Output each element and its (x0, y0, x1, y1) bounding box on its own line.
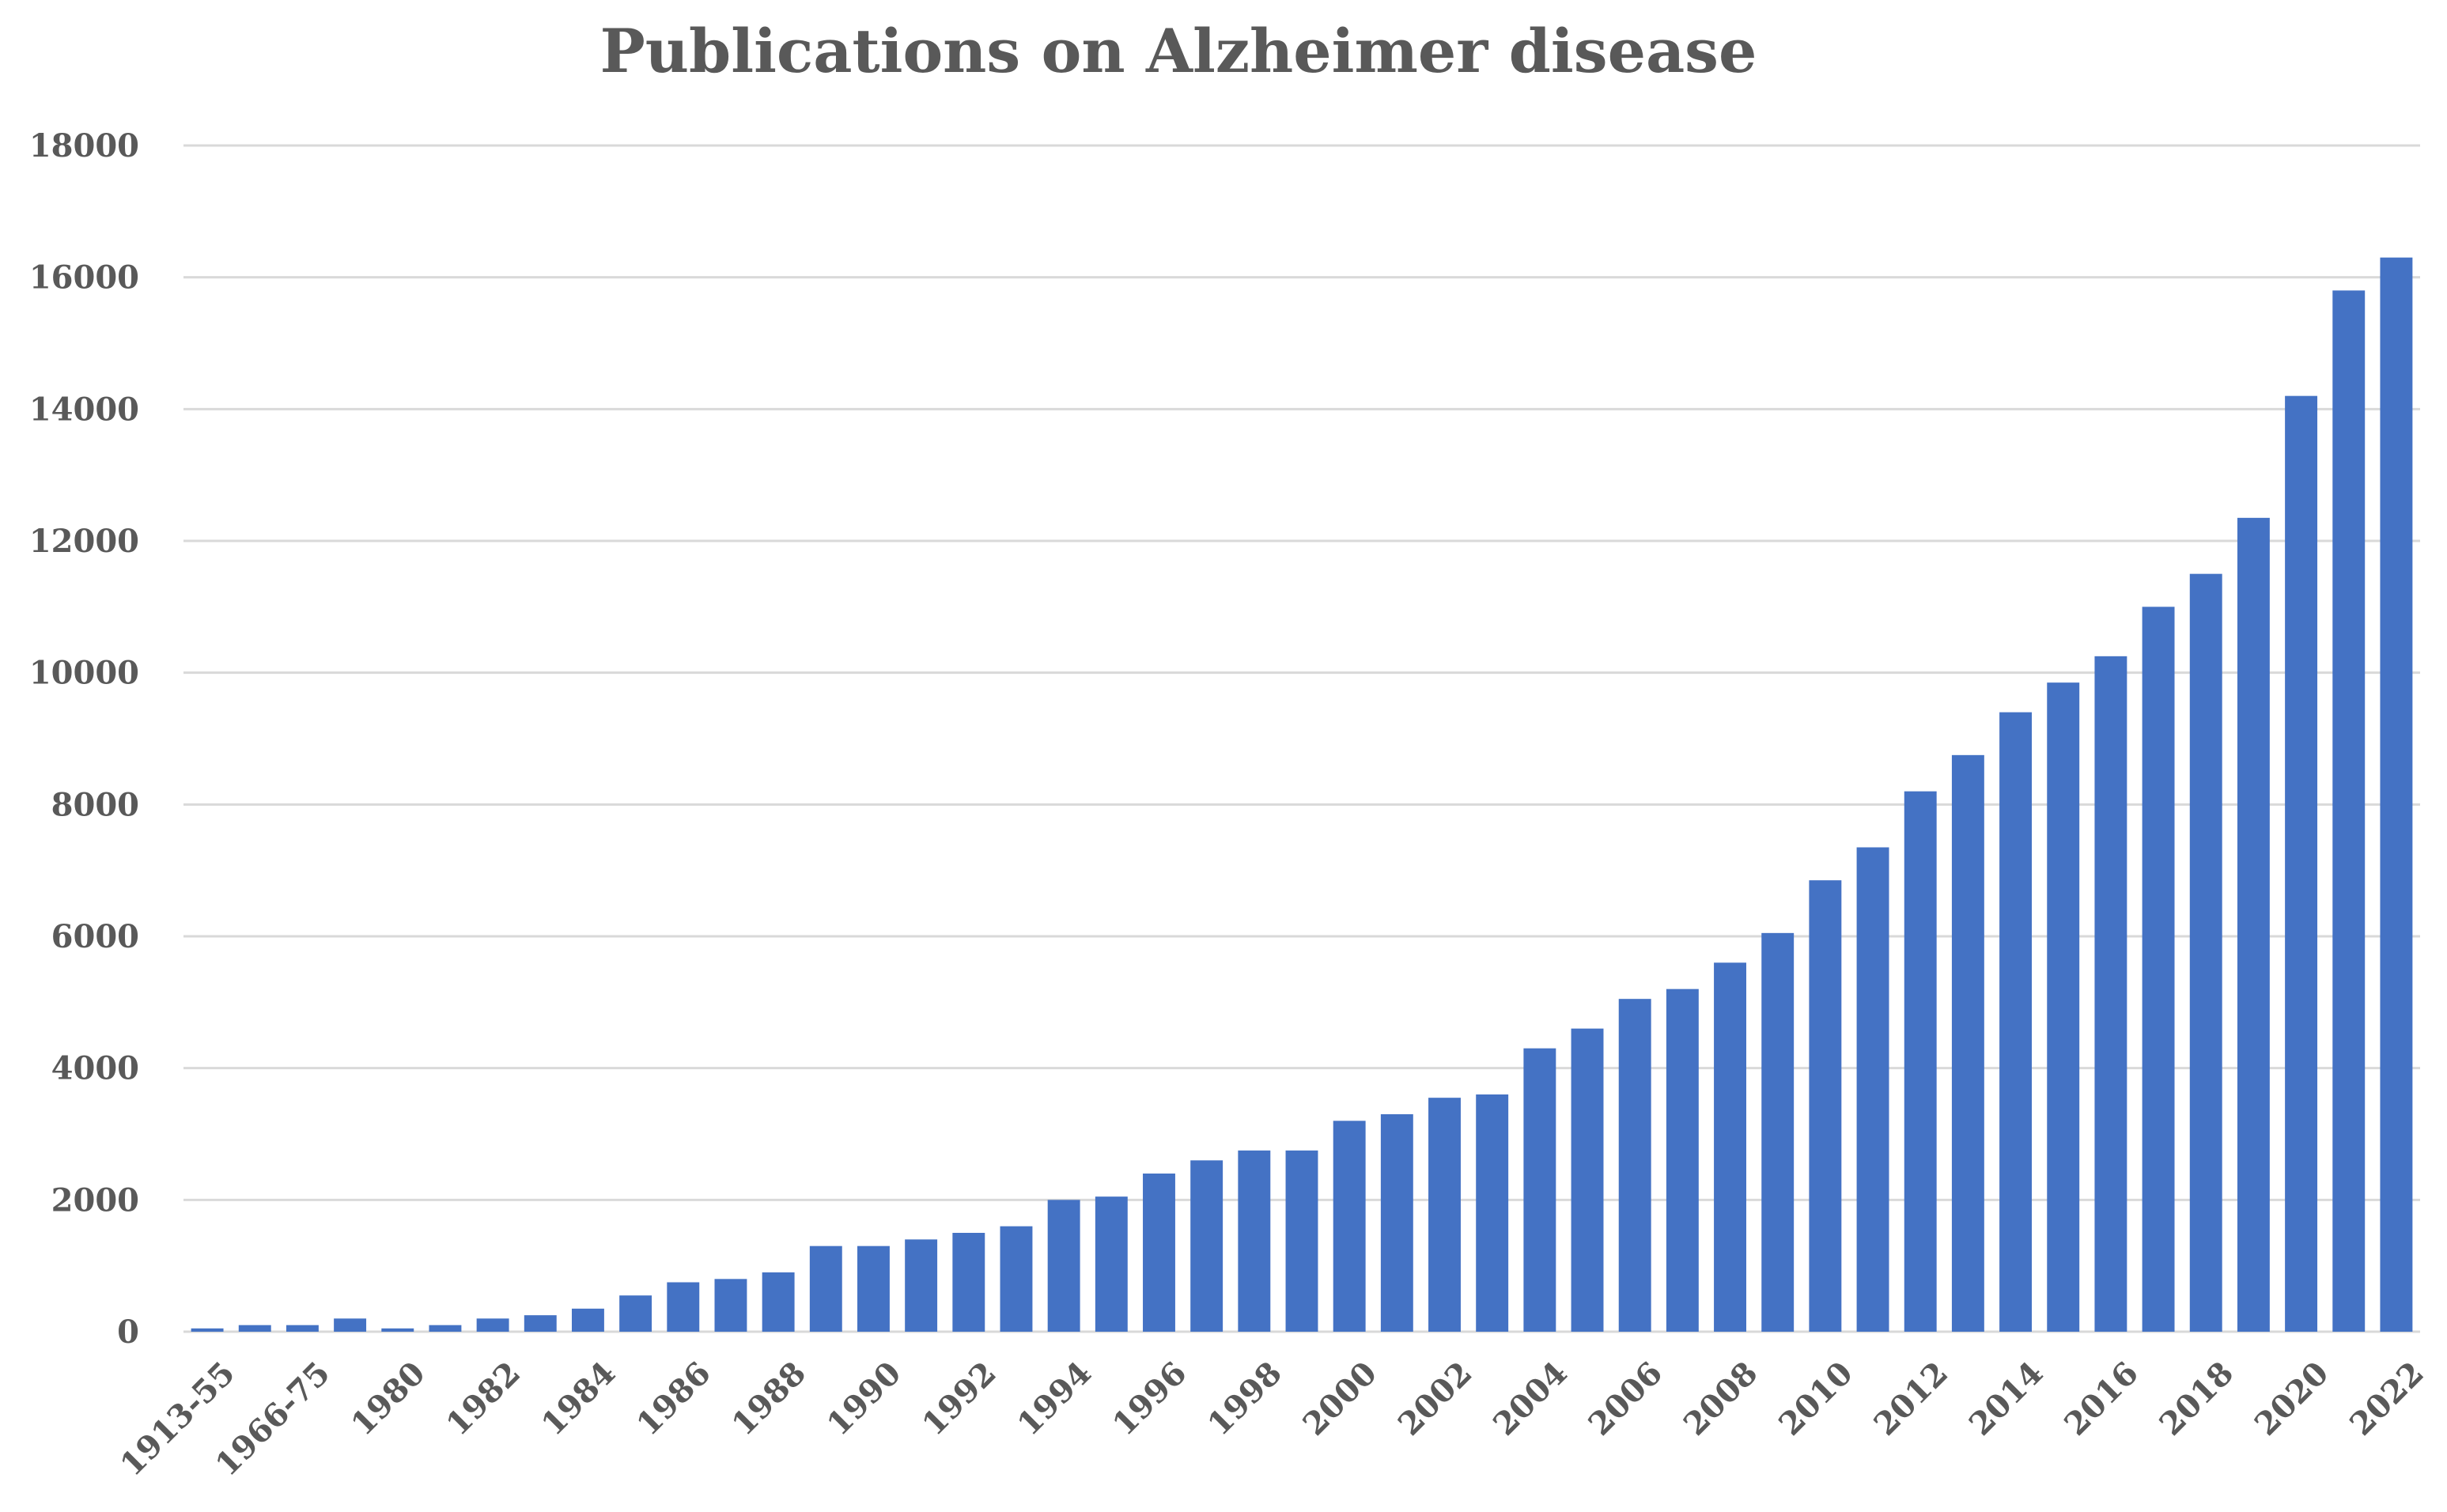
bars (191, 257, 2413, 1332)
bar (1951, 754, 1984, 1332)
x-tick-label: 2018 (2152, 1355, 2241, 1443)
y-tick-label: 6000 (51, 918, 139, 955)
bar (2332, 290, 2366, 1332)
x-tick-label: 2000 (1295, 1355, 1384, 1443)
bar (619, 1295, 652, 1332)
y-tick-label: 12000 (29, 523, 139, 560)
bar (524, 1315, 557, 1332)
x-tick-label: 1996 (1106, 1355, 1194, 1443)
x-tick-label: 2014 (1962, 1355, 2051, 1443)
x-tick-label: 2010 (1772, 1355, 1860, 1443)
bar (286, 1325, 319, 1332)
bar (1476, 1094, 1509, 1332)
x-tick-label: 2016 (2057, 1355, 2146, 1443)
bar (857, 1246, 890, 1332)
bar (1761, 932, 1795, 1332)
x-tick-label: 1990 (820, 1355, 909, 1443)
x-tick-label: 2020 (2248, 1355, 2336, 1443)
y-axis-labels: 0 2000 4000 6000 8000 10000 12000 14000 16000 180… (29, 127, 139, 1351)
x-tick-label: 1998 (1201, 1355, 1289, 1443)
x-tick-label: 1994 (1010, 1355, 1099, 1443)
bar (1571, 1028, 1604, 1332)
x-tick-label: 2006 (1581, 1355, 1670, 1443)
bar (1856, 847, 1889, 1332)
bar (1618, 999, 1651, 1332)
x-tick-label: 2012 (1866, 1355, 1955, 1443)
bar (2380, 257, 2413, 1332)
bar (2189, 573, 2222, 1332)
bar (334, 1318, 367, 1332)
y-tick-label: 16000 (29, 259, 139, 297)
x-tick-label: 1992 (915, 1355, 1004, 1443)
bar (667, 1282, 700, 1332)
bar (762, 1272, 795, 1332)
y-tick-label: 0 (117, 1314, 139, 1351)
bar (714, 1279, 747, 1332)
bar (809, 1246, 842, 1332)
bar (2047, 682, 2080, 1332)
bar (2094, 656, 2127, 1332)
bar (1047, 1200, 1080, 1332)
bar (1666, 988, 1699, 1332)
x-tick-label: 1986 (630, 1355, 718, 1443)
bar (1380, 1114, 1413, 1332)
y-tick-label: 10000 (29, 655, 139, 692)
bar (1999, 712, 2033, 1332)
bar (1285, 1150, 1318, 1332)
bar (1904, 791, 1937, 1332)
bar (476, 1318, 509, 1332)
bar (1190, 1160, 1224, 1332)
bar (1428, 1098, 1461, 1332)
bar (1000, 1226, 1033, 1332)
x-tick-label: 1982 (439, 1355, 528, 1443)
x-tick-label: 1988 (724, 1355, 813, 1443)
y-tick-label: 2000 (51, 1181, 139, 1219)
x-tick-label: 1980 (344, 1355, 433, 1443)
bar (1523, 1048, 1556, 1332)
bar (952, 1233, 985, 1332)
bar (905, 1239, 938, 1332)
y-tick-label: 8000 (51, 786, 139, 823)
bar (1238, 1150, 1271, 1332)
bar (381, 1328, 414, 1332)
x-tick-label: 2008 (1677, 1355, 1765, 1443)
bar (191, 1328, 224, 1332)
x-tick-label: 2002 (1391, 1355, 1480, 1443)
bar (238, 1325, 271, 1332)
y-tick-label: 4000 (51, 1050, 139, 1087)
bar (1333, 1121, 1366, 1332)
bar (2285, 395, 2318, 1332)
bar (1714, 962, 1746, 1332)
y-tick-label: 14000 (29, 391, 139, 428)
x-tick-label: 2022 (2343, 1355, 2431, 1443)
chart-title: Publications on Alzheimer disease (599, 16, 1757, 86)
x-tick-label: 1984 (534, 1355, 622, 1443)
bar (2237, 517, 2270, 1332)
bar (1809, 880, 1842, 1332)
x-tick-label: 2004 (1486, 1355, 1575, 1443)
y-tick-label: 18000 (29, 127, 139, 164)
bar (1095, 1196, 1128, 1332)
bar (429, 1325, 462, 1332)
bar (2142, 607, 2175, 1332)
bar (1143, 1174, 1175, 1332)
bar (571, 1308, 604, 1332)
